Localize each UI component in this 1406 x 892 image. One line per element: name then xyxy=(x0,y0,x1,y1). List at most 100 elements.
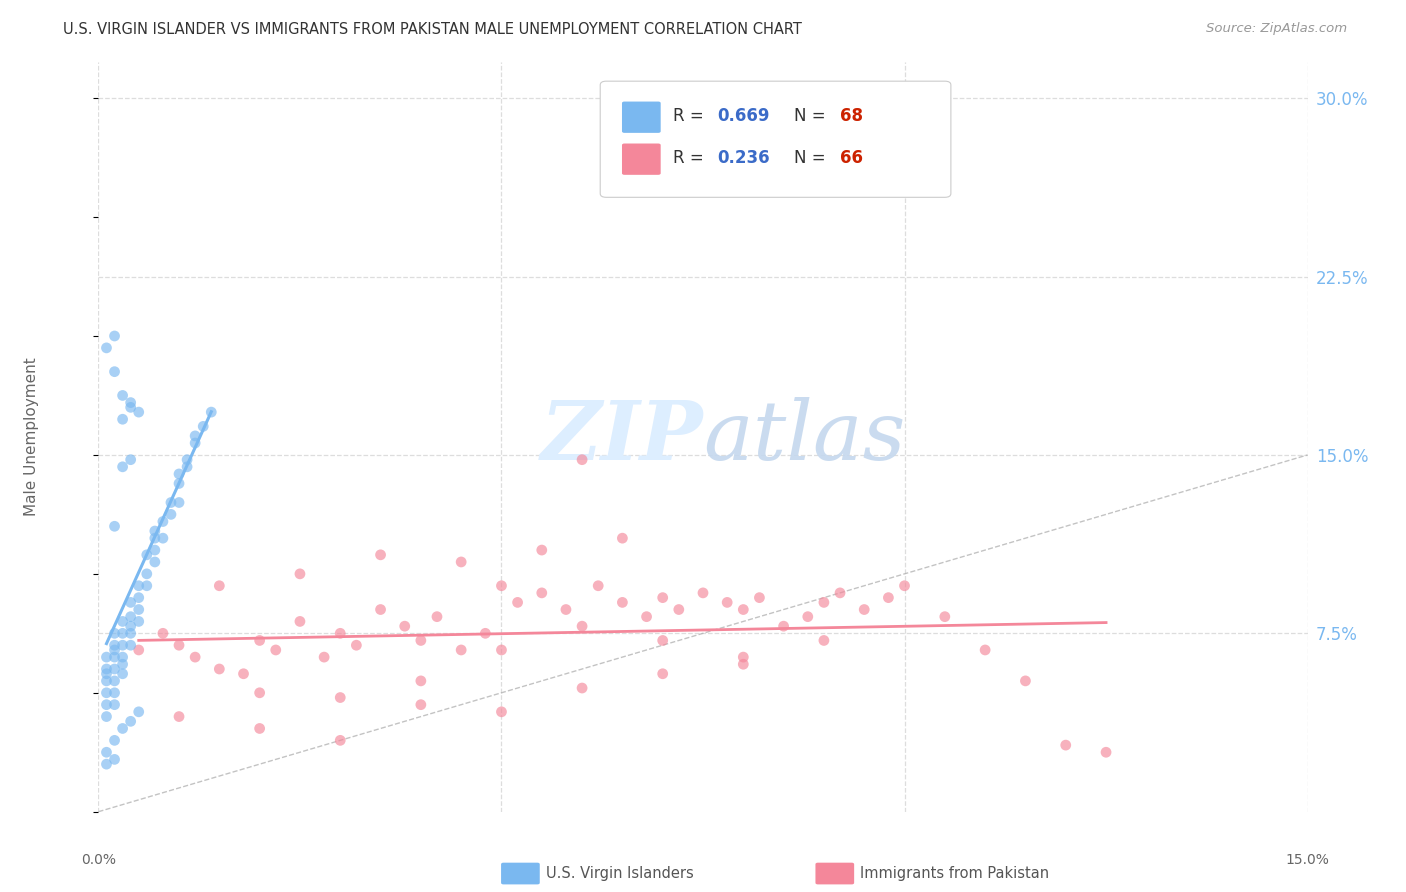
Point xyxy=(314,650,336,665)
Point xyxy=(120,395,142,409)
Point xyxy=(200,405,222,419)
Text: N =: N = xyxy=(793,149,831,168)
FancyBboxPatch shape xyxy=(621,102,661,133)
Text: Male Unemployment: Male Unemployment xyxy=(24,358,39,516)
Point xyxy=(813,595,835,609)
Point xyxy=(111,626,134,640)
Point xyxy=(167,495,190,509)
Point xyxy=(128,615,150,629)
Point xyxy=(111,638,134,652)
Text: 15.0%: 15.0% xyxy=(1285,853,1330,867)
Point xyxy=(167,709,190,723)
Point xyxy=(1014,673,1036,688)
Point xyxy=(120,714,142,729)
Point xyxy=(491,579,513,593)
Point xyxy=(571,619,593,633)
Point xyxy=(1095,745,1118,759)
Point xyxy=(96,757,118,772)
Text: 0.236: 0.236 xyxy=(717,149,770,168)
Text: R =: R = xyxy=(672,149,709,168)
Point xyxy=(329,690,352,705)
Point xyxy=(208,579,231,593)
Text: 68: 68 xyxy=(839,107,863,126)
Point xyxy=(491,705,513,719)
Point xyxy=(103,626,125,640)
Point xyxy=(571,452,593,467)
Point xyxy=(853,602,876,616)
FancyBboxPatch shape xyxy=(501,863,540,884)
Point xyxy=(329,626,352,640)
Point xyxy=(1054,738,1077,752)
Point xyxy=(329,733,352,747)
Text: Immigrants from Pakistan: Immigrants from Pakistan xyxy=(860,866,1049,881)
Point xyxy=(143,531,166,545)
Point xyxy=(135,548,157,562)
Point xyxy=(120,638,142,652)
Point xyxy=(733,657,755,672)
Point xyxy=(143,543,166,558)
Point xyxy=(176,459,198,474)
Point xyxy=(506,595,529,609)
Point xyxy=(491,643,513,657)
Point xyxy=(120,626,142,640)
Point xyxy=(370,548,392,562)
Point xyxy=(450,555,472,569)
Text: U.S. Virgin Islanders: U.S. Virgin Islanders xyxy=(546,866,693,881)
Point xyxy=(651,633,673,648)
Point xyxy=(167,638,190,652)
Point xyxy=(394,619,416,633)
Point xyxy=(96,709,118,723)
Point xyxy=(103,329,125,343)
Text: 0.0%: 0.0% xyxy=(82,853,115,867)
Point xyxy=(96,650,118,665)
Text: Source: ZipAtlas.com: Source: ZipAtlas.com xyxy=(1206,22,1347,36)
FancyBboxPatch shape xyxy=(600,81,950,197)
Point xyxy=(128,591,150,605)
Point xyxy=(232,666,254,681)
Point xyxy=(828,586,851,600)
Point xyxy=(96,686,118,700)
Point xyxy=(934,609,956,624)
Point xyxy=(111,650,134,665)
Point xyxy=(120,452,142,467)
Text: 0.669: 0.669 xyxy=(717,107,770,126)
Point xyxy=(474,626,496,640)
Text: 66: 66 xyxy=(839,149,863,168)
Text: N =: N = xyxy=(793,107,831,126)
Point xyxy=(111,388,134,402)
Point xyxy=(143,555,166,569)
Point xyxy=(668,602,690,616)
Point xyxy=(103,698,125,712)
Point xyxy=(184,436,207,450)
Point xyxy=(128,705,150,719)
Point xyxy=(249,722,271,736)
Point xyxy=(555,602,578,616)
Point xyxy=(160,508,183,522)
Point xyxy=(152,626,174,640)
Point xyxy=(692,586,714,600)
Point xyxy=(288,615,311,629)
Point xyxy=(120,401,142,415)
Point xyxy=(120,609,142,624)
Point xyxy=(120,619,142,633)
Point xyxy=(249,686,271,700)
Point xyxy=(103,638,125,652)
Point xyxy=(264,643,287,657)
Point xyxy=(612,531,634,545)
Point xyxy=(651,666,673,681)
Point xyxy=(111,459,134,474)
Point xyxy=(135,566,157,581)
Point xyxy=(111,412,134,426)
Point xyxy=(143,524,166,538)
Point xyxy=(167,467,190,481)
Point xyxy=(111,615,134,629)
Point xyxy=(586,579,609,593)
Point xyxy=(530,586,553,600)
Point xyxy=(103,673,125,688)
Point xyxy=(409,633,432,648)
Point xyxy=(96,662,118,676)
Point xyxy=(152,515,174,529)
Point xyxy=(176,452,198,467)
Point xyxy=(208,662,231,676)
Point xyxy=(249,633,271,648)
